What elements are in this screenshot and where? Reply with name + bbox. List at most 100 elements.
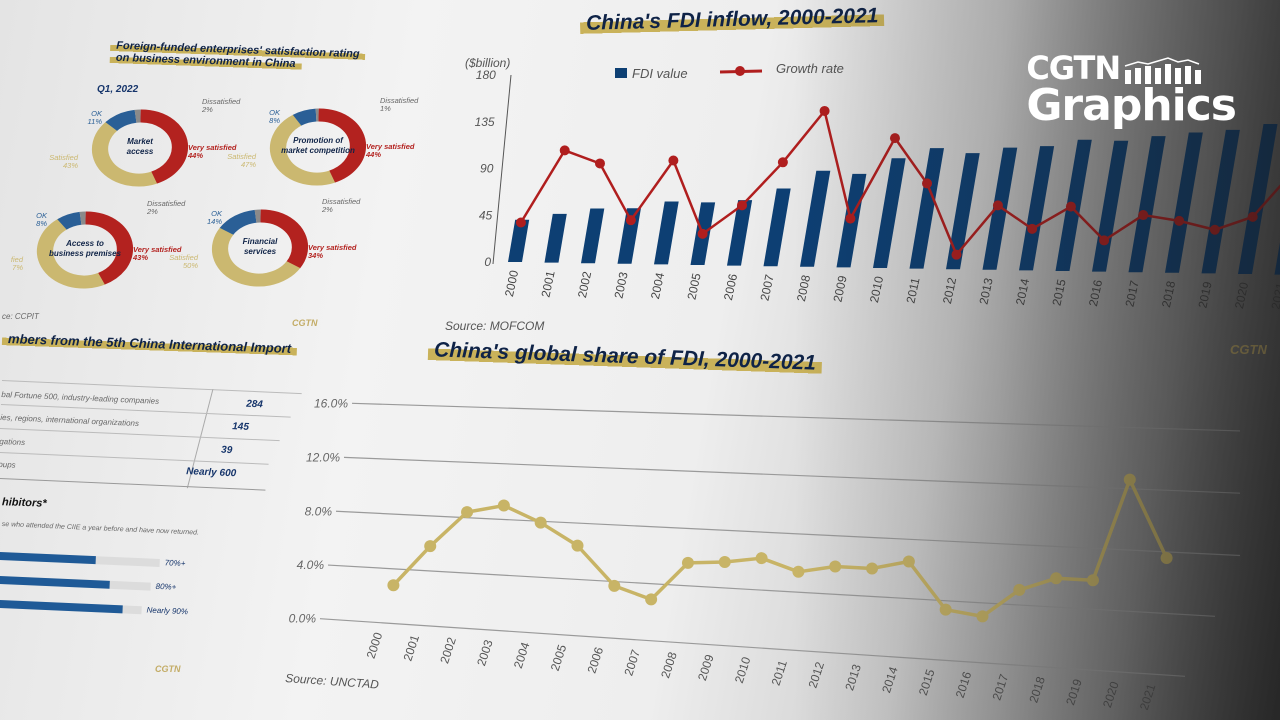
exhibitor-bar-fill <box>0 599 123 614</box>
fdi-bar <box>763 188 791 267</box>
ciie-row-value: 284 <box>245 398 264 411</box>
donut-center-label: Market access <box>127 137 154 156</box>
x-tick-label: 2017 <box>1123 279 1142 308</box>
share-line <box>392 477 1169 619</box>
fdi-bar <box>1274 242 1280 275</box>
share-point <box>976 610 989 623</box>
x-tick-label: 2003 <box>612 270 631 299</box>
cgtn-graphics-logo: CGTN Graphics <box>1026 52 1237 128</box>
x-tick-label: 2002 <box>437 635 459 665</box>
ciie-row-label: bal Fortune 500, industry-leading compan… <box>1 389 160 406</box>
x-tick-label: 2010 <box>867 275 886 304</box>
value-satisfied: 7% <box>12 263 23 272</box>
value-ok: 8% <box>36 219 47 228</box>
y-tick-label: 0.0% <box>289 612 317 626</box>
ciie-row-value: 145 <box>231 421 250 433</box>
fdi-bar <box>873 158 906 268</box>
fdi-bar <box>1165 132 1203 273</box>
x-tick-label: 2008 <box>794 273 813 302</box>
x-tick-label: 2010 <box>732 655 754 685</box>
ciie-table: bal Fortune 500, industry-leading compan… <box>0 380 302 503</box>
y-tick-label: 90 <box>480 162 494 176</box>
share-point <box>1160 552 1173 565</box>
donut-center-label: Access to business premises <box>49 239 122 258</box>
satisfaction-source: ce: CCPIT <box>2 312 39 321</box>
ciie-row-label: oups <box>0 459 16 470</box>
growth-rate-point <box>515 217 526 228</box>
x-tick-label: 2019 <box>1196 280 1215 309</box>
x-tick-label: 2009 <box>831 274 850 303</box>
share-point <box>792 565 805 578</box>
share-point <box>424 540 437 553</box>
growth-rate-point <box>559 145 570 156</box>
growth-rate-point <box>819 105 830 116</box>
share-point <box>645 593 658 606</box>
y-axis <box>492 74 512 265</box>
fdi-bar <box>654 201 679 265</box>
gridline <box>343 456 1240 494</box>
value-ok: 11% <box>88 117 103 126</box>
share-point <box>1013 583 1026 596</box>
growth-rate-point <box>737 200 748 211</box>
x-tick-label: 2018 <box>1159 279 1178 308</box>
value-satisfied: 43% <box>63 161 78 170</box>
y-axis-label: ($billion) <box>465 56 510 70</box>
x-tick-label: 2005 <box>548 643 570 673</box>
value-very-satisfied: 43% <box>132 253 148 262</box>
ciie-row-label: ies, regions, international organization… <box>0 412 140 429</box>
x-tick-label: 2005 <box>685 272 704 301</box>
value-satisfied: 47% <box>241 160 256 169</box>
growth-rate-point <box>1138 210 1149 221</box>
x-tick-label: 2012 <box>805 660 827 690</box>
legend-label-fdi-value: FDI value <box>632 66 688 81</box>
y-tick-label: 12.0% <box>306 450 340 464</box>
growth-rate-point <box>594 158 605 169</box>
fdi-bar <box>1128 136 1166 273</box>
x-tick-label: 2004 <box>511 640 533 670</box>
exhibitor-bar-label: 80%+ <box>155 581 177 592</box>
exhibitor-bar-track <box>0 575 151 591</box>
x-tick-label: 2009 <box>695 652 717 682</box>
growth-rate-point <box>1247 211 1258 222</box>
ciie-brand: CGTN <box>155 664 181 674</box>
growth-rate-point <box>697 228 708 239</box>
x-tick-label: 2016 <box>1086 278 1105 307</box>
x-tick-label: 2001 <box>400 633 422 663</box>
x-tick-label: 2017 <box>990 672 1012 702</box>
growth-rate-point <box>951 249 962 260</box>
exhibitor-bar-label: 70%+ <box>164 558 186 569</box>
value-dissatisfied: 1% <box>380 104 391 113</box>
share-point <box>608 579 621 592</box>
value-very-satisfied: 44% <box>187 151 203 160</box>
ciie-row-label: gations <box>0 436 26 448</box>
exhibitor-bar-track <box>0 599 142 615</box>
value-ok: 14% <box>207 217 222 226</box>
legend-label-growth-rate: Growth rate <box>776 61 844 76</box>
y-tick-label: 16.0% <box>314 396 348 410</box>
value-ok: 8% <box>269 116 280 125</box>
value-dissatisfied: 2% <box>146 207 158 216</box>
x-tick-label: 2012 <box>940 276 959 305</box>
x-tick-label: 2011 <box>769 658 790 687</box>
fdi-bar <box>1238 123 1278 275</box>
share-point <box>534 516 547 529</box>
share-point <box>866 562 879 575</box>
x-tick-label: 2021 <box>1269 281 1280 310</box>
x-tick-label: 2018 <box>1026 675 1048 705</box>
gridline <box>327 564 1216 617</box>
value-dissatisfied: 2% <box>321 205 333 214</box>
x-tick-label: 2020 <box>1232 281 1251 310</box>
fdi-bar <box>946 153 980 270</box>
share-point <box>718 556 731 569</box>
share-point <box>755 552 768 565</box>
x-tick-label: 2013 <box>977 276 996 305</box>
satisfaction-brand: CGTN <box>292 318 318 328</box>
fdi-bar <box>544 213 567 263</box>
share-point <box>1086 574 1099 587</box>
x-tick-label: 2000 <box>364 630 386 660</box>
value-very-satisfied: 34% <box>308 251 323 260</box>
donut-center-label: Financial services <box>243 237 278 256</box>
share-point <box>1050 572 1063 585</box>
ciie-row-value: 39 <box>220 444 233 457</box>
x-tick-label: 2004 <box>648 271 667 300</box>
